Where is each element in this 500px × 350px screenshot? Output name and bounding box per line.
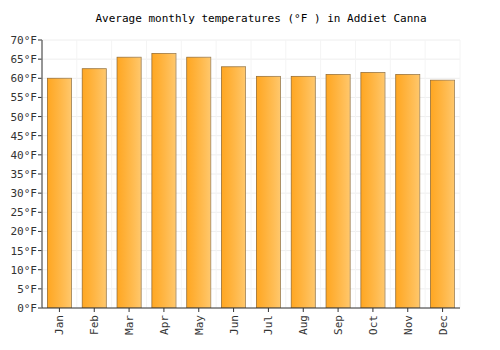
v-grid-line [216,40,217,308]
v-grid-line [76,40,77,308]
bar [291,76,315,308]
x-tick [233,308,234,312]
x-tick [198,308,199,312]
v-grid-line [320,40,321,308]
v-grid-line [355,40,356,308]
bar [222,67,246,308]
bar [361,73,385,308]
bar-shine-overlay [291,76,315,308]
bar-shine-overlay [256,76,280,308]
bar [82,69,106,308]
v-grid-line [181,40,182,308]
y-tick-label: 35°F [11,168,38,181]
x-tick-label: Oct [367,315,380,335]
chart-title: Average monthly temperatures (°F ) in Ad… [95,12,426,25]
x-tick [129,308,130,312]
y-tick [38,97,42,98]
y-tick [38,40,42,41]
x-axis [42,308,460,309]
chart-svg: Average monthly temperatures (°F ) in Ad… [0,0,500,350]
x-tick-label: Jun [228,315,241,335]
y-tick-label: 15°F [11,245,38,258]
y-tick-label: 20°F [11,225,38,238]
chart-container: Average monthly temperatures (°F ) in Ad… [0,0,500,350]
y-tick-label: 10°F [11,264,38,277]
y-tick-label: 40°F [11,149,38,162]
x-tick-label: Aug [297,315,310,335]
y-tick [38,250,42,251]
bar [396,74,420,308]
y-tick-label: 50°F [11,111,38,124]
bar-shine-overlay [187,57,211,308]
bar-shine-overlay [222,67,246,308]
v-grid-line [285,40,286,308]
y-axis [42,40,43,308]
y-tick-label: 5°F [17,283,37,296]
x-tick-label: May [193,315,206,335]
v-grid-line [390,40,391,308]
bar [256,76,280,308]
x-tick-label: Jan [53,315,66,335]
v-grid-line [251,40,252,308]
y-tick [38,154,42,155]
bar-shine-overlay [152,53,176,308]
y-tick-label: 45°F [11,130,38,143]
bars [47,53,454,308]
y-tick [38,269,42,270]
x-tick [372,308,373,312]
y-tick-label: 60°F [11,72,38,85]
v-grid-line [42,40,43,308]
v-grid-line [425,40,426,308]
v-grid-line [146,40,147,308]
bar-shine-overlay [396,74,420,308]
x-tick-label: Feb [88,315,101,335]
bar [326,74,350,308]
y-tick [38,78,42,79]
y-tick [38,174,42,175]
x-tick [338,308,339,312]
bar-shine-overlay [361,73,385,308]
v-grid-line [111,40,112,308]
x-tick-label: Mar [123,315,136,335]
x-tick [407,308,408,312]
x-tick-label: Jul [262,315,275,335]
grid-line [42,308,460,309]
x-tick [94,308,95,312]
y-tick [38,231,42,232]
y-tick [38,135,42,136]
x-tick [163,308,164,312]
bar-shine-overlay [47,78,71,308]
x-tick-label: Dec [437,315,450,335]
bar-shine-overlay [431,80,455,308]
bar [117,57,141,308]
y-tick [38,212,42,213]
y-tick-label: 65°F [11,53,38,66]
y-tick [38,193,42,194]
v-grid-line [460,40,461,308]
x-tick-label: Sep [332,315,345,335]
y-tick-label: 0°F [17,302,37,315]
y-tick-label: 70°F [11,34,38,47]
bar [47,78,71,308]
bar-shine-overlay [326,74,350,308]
bar-shine-overlay [82,69,106,308]
y-tick-label: 25°F [11,206,38,219]
x-tick [303,308,304,312]
y-tick [38,308,42,309]
y-tick [38,59,42,60]
x-tick [268,308,269,312]
y-tick-label: 55°F [11,91,38,104]
bar [431,80,455,308]
bar [187,57,211,308]
x-tick [442,308,443,312]
bar-shine-overlay [117,57,141,308]
y-tick [38,116,42,117]
y-tick [38,288,42,289]
x-tick-label: Apr [158,315,171,335]
x-tick-label: Nov [402,315,415,335]
y-tick-label: 30°F [11,187,38,200]
bar [152,53,176,308]
x-tick [59,308,60,312]
